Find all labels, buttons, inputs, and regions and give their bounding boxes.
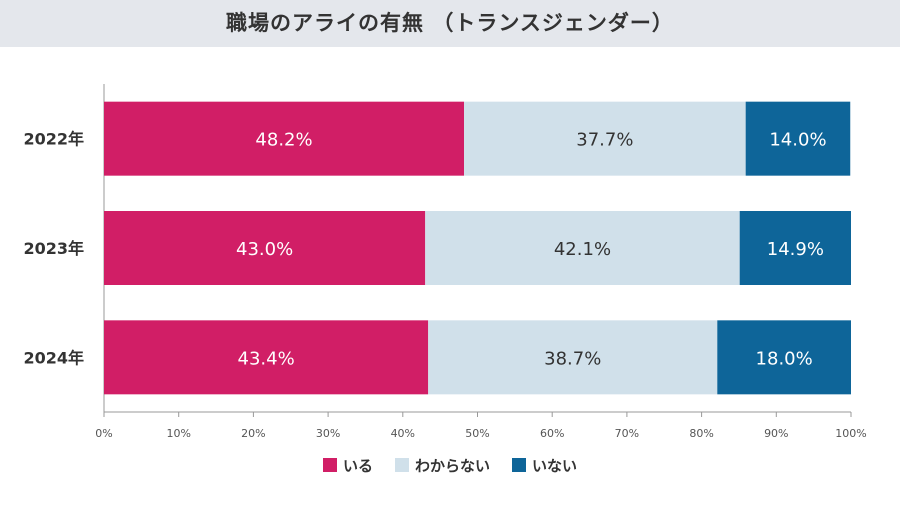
data-label: 37.7%: [576, 130, 633, 151]
x-tick-label: 50%: [465, 427, 489, 440]
legend-item-inai: いない: [512, 455, 577, 476]
bar-segment: [104, 211, 426, 285]
legend-label-inai: いない: [532, 456, 578, 475]
data-label: 14.0%: [769, 130, 826, 151]
category-label: 2022年: [23, 130, 84, 149]
bar-segment: [464, 101, 746, 176]
x-tick-label: 70%: [615, 427, 639, 440]
legend-item-wakaranai: わからない: [394, 455, 490, 476]
legend-label-iru: いる: [342, 456, 373, 475]
x-tick-label: 10%: [166, 427, 190, 440]
data-label: 18.0%: [756, 348, 813, 369]
x-tick-label: 100%: [835, 427, 866, 440]
category-label: 2023年: [23, 239, 84, 258]
data-label: 43.4%: [238, 348, 295, 369]
bar-segment: [425, 211, 740, 285]
data-label: 48.2%: [255, 130, 312, 151]
title-band: [0, 0, 900, 47]
x-tick-label: 80%: [689, 427, 713, 440]
legend: いる わからない いない: [0, 452, 900, 478]
x-tick-label: 30%: [316, 427, 340, 440]
bar-segment: [104, 320, 429, 395]
bar-segment: [745, 101, 851, 176]
legend-swatch-iru: [322, 458, 337, 472]
bar-segment: [428, 320, 718, 395]
category-label: 2024年: [23, 348, 84, 367]
x-tick-label: 90%: [764, 427, 788, 440]
bar-segment: [739, 211, 851, 285]
bar-segment: [717, 320, 851, 395]
legend-label-wakaranai: わからない: [414, 456, 490, 475]
chart-title: 職場のアライの有無 （トランスジェンダー）: [226, 11, 674, 35]
legend-item-iru: いる: [322, 455, 373, 476]
data-label: 38.7%: [544, 348, 601, 369]
x-tick-label: 60%: [540, 427, 564, 440]
bar-segment: [104, 101, 465, 176]
data-label: 42.1%: [554, 239, 611, 260]
data-label: 43.0%: [236, 239, 293, 260]
x-tick-label: 40%: [391, 427, 415, 440]
data-label: 14.9%: [767, 239, 824, 260]
legend-swatch-inai: [512, 458, 526, 472]
x-tick-label: 0%: [95, 427, 112, 440]
legend-swatch-wakaranai: [394, 458, 409, 472]
x-tick-label: 20%: [241, 427, 265, 440]
